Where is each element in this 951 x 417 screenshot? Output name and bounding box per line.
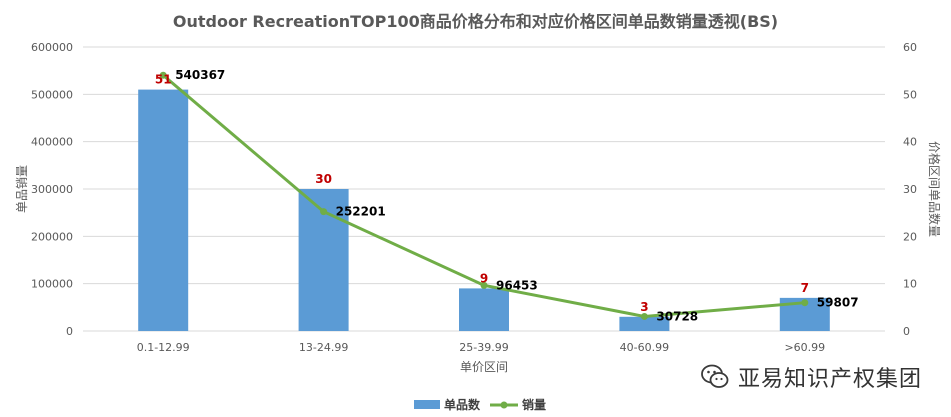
y-tick-label: 200000 — [31, 230, 73, 243]
legend-bar-swatch — [414, 400, 440, 409]
bar-value-label: 51 — [155, 73, 172, 87]
grid-lines — [83, 46, 885, 285]
y-tick-label: 400000 — [31, 136, 73, 149]
x-tick-label: 40-60.99 — [620, 341, 669, 354]
legend-bar-label: 单品数 — [444, 397, 481, 412]
y-axis-left: 0 100000 200000 300000 400000 500000 600000 — [31, 41, 73, 338]
y-tick-label: 600000 — [31, 41, 73, 54]
x-tick-label: 25-39.99 — [459, 341, 508, 354]
legend-line-label: 销量 — [522, 397, 546, 412]
y2-tick-label: 30 — [903, 183, 917, 196]
y2-tick-label: 0 — [903, 325, 910, 338]
bar-value-label: 9 — [480, 271, 488, 285]
bar-value-label: 7 — [801, 281, 809, 295]
legend: 单品数 销量 — [414, 397, 546, 412]
bar — [459, 288, 509, 331]
legend-line-marker — [500, 401, 508, 409]
line-value-label: 59807 — [817, 296, 859, 310]
x-axis-title: 单价区间 — [460, 360, 508, 374]
watermark: 亚易知识产权集团 — [700, 360, 935, 394]
line-value-label: 30728 — [656, 309, 698, 323]
line-series — [159, 71, 809, 320]
line-value-label: 540367 — [175, 68, 225, 82]
y-tick-label: 300000 — [31, 183, 73, 196]
line-value-label: 252201 — [336, 205, 386, 219]
y2-tick-label: 10 — [903, 278, 917, 291]
line-point — [640, 312, 648, 320]
y-tick-label: 500000 — [31, 88, 73, 101]
line-point — [801, 299, 809, 307]
bar-value-label: 30 — [315, 172, 332, 186]
y-tick-label: 100000 — [31, 278, 73, 291]
chart-title: Outdoor RecreationTOP100商品价格分布和对应价格区间单品数… — [172, 12, 779, 31]
x-tick-label: 0.1-12.99 — [137, 341, 190, 354]
y-axis-title: 单品销量 — [15, 165, 29, 213]
x-tick-label: >60.99 — [784, 341, 825, 354]
line-point — [159, 71, 167, 79]
y2-tick-label: 40 — [903, 136, 917, 149]
data-labels: 51 30 9 3 7 540367 252201 96453 30728 59807 — [155, 68, 859, 323]
line-point — [480, 281, 488, 289]
bar-series — [138, 89, 830, 331]
bar-value-label: 3 — [640, 300, 648, 314]
y-tick-label: 0 — [66, 325, 73, 338]
wechat-icon — [701, 364, 729, 388]
watermark-text: 亚易知识产权集团 — [738, 367, 923, 392]
x-tick-label: 13-24.99 — [299, 341, 348, 354]
x-axis: 0.1-12.99 13-24.99 25-39.99 40-60.99 >60.99 — [137, 341, 825, 354]
y2-tick-label: 20 — [903, 230, 917, 243]
line-value-label: 96453 — [496, 278, 538, 292]
y2-tick-label: 60 — [903, 41, 917, 54]
line-point — [320, 208, 328, 216]
y2-tick-label: 50 — [903, 88, 917, 101]
y2-axis-title: 价格区间单品数量 — [927, 141, 942, 237]
bar — [138, 89, 189, 331]
bar — [619, 316, 670, 331]
y-axis-right: 0 10 20 30 40 50 60 — [903, 41, 917, 338]
